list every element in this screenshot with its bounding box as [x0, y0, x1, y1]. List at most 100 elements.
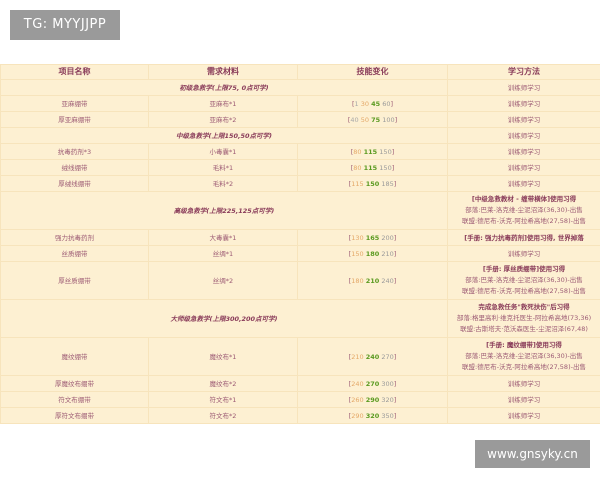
learn-method: 训练师学习: [447, 245, 600, 262]
section-row: 高级急救学(上限225,125点可学) [中级急救教材 - 缠带横体]使用习得 部落…: [0, 191, 600, 230]
section-row: 中级急救学(上限150,50点可学) 训练师学习: [0, 127, 600, 144]
watermark-bottom-right: www.gnsyky.cn: [475, 440, 590, 468]
skill-level: 270: [381, 352, 394, 361]
table-row: 厚亚麻绷带 亚麻布*2 [40 50 75 100] 训练师学习: [0, 111, 600, 128]
item-material: 符文布*2: [148, 407, 298, 424]
item-name: 绒线绷带: [0, 159, 149, 176]
skill-range: [150 180 210]: [297, 245, 448, 262]
skill-range: [260 290 320]: [297, 391, 448, 408]
item-material: 丝绸*1: [148, 245, 298, 262]
item-material: 魔纹布*1: [148, 337, 298, 376]
skill-level: 350: [381, 411, 394, 420]
table-row: 亚麻绷带 亚麻布*1 [1 30 45 60] 训练师学习: [0, 95, 600, 112]
learn-method: 训练师学习: [447, 127, 600, 144]
item-material: 亚麻布*1: [148, 95, 298, 112]
table-row: 符文布绷带 符文布*1 [260 290 320] 训练师学习: [0, 391, 600, 408]
learn-method: 训练师学习: [447, 95, 600, 112]
skill-level: 115: [363, 147, 378, 156]
learn-method-line: 部落:巴莱-洛克维-尘泥沼泽(36,30)-出售: [465, 276, 583, 284]
skill-level: 290: [365, 395, 380, 404]
table-row: 厚魔纹布绷带 魔纹布*2 [240 270 300] 训练师学习: [0, 375, 600, 392]
learn-method: 训练师学习: [447, 111, 600, 128]
watermark-top-left: TG: MYYJJPP: [10, 10, 120, 40]
skill-level: 150: [379, 147, 392, 156]
learn-method-line: 训练师学习: [507, 395, 541, 404]
skill-range: [80 115 150]: [297, 159, 448, 176]
table-row: 厚绒线绷带 毛料*2 [115 150 185] 训练师学习: [0, 175, 600, 192]
learn-method: [手册: 强力抗毒药剂]使用习得, 世界掉落: [447, 229, 600, 246]
header-name: 项目名称: [0, 64, 149, 80]
learn-method: 训练师学习: [447, 391, 600, 408]
skill-range: [180 210 240]: [297, 261, 448, 300]
learn-method-line: 联盟:德尼布-沃克-阿拉希高地(27,58)-出售: [462, 287, 586, 295]
learn-method-line: 训练师学习: [507, 131, 541, 140]
item-material: 小毒囊*1: [148, 143, 298, 160]
item-material: 毛料*1: [148, 159, 298, 176]
skill-level: 165: [365, 233, 380, 242]
learn-method-line: [手册: 魔纹绷带]使用习得: [486, 341, 562, 349]
skill-level: 185: [381, 179, 394, 188]
learn-method-line: 联盟:德尼布-沃克-阿拉希高地(27,58)-出售: [462, 363, 586, 371]
learn-method-line: 训练师学习: [507, 411, 541, 420]
skill-level: 240: [365, 352, 380, 361]
learn-method-line: 部落:巴莱-洛克维-尘泥沼泽(36,30)-出售: [465, 352, 583, 360]
skill-level: 40: [350, 115, 359, 124]
skill-level: 180: [351, 276, 364, 285]
learn-method: [手册: 魔纹绷带]使用习得部落:巴莱-洛克维-尘泥沼泽(36,30)-出售 联盟…: [447, 337, 600, 376]
item-name: 亚麻绷带: [0, 95, 149, 112]
learn-method: 训练师学习: [447, 143, 600, 160]
skill-level: 150: [379, 163, 392, 172]
learn-method-line: [手册: 厚丝质绷带]使用习得: [482, 265, 566, 273]
table-row: 丝质绷带 丝绸*1 [150 180 210] 训练师学习: [0, 245, 600, 262]
section-title: 中级急救学(上限150,50点可学): [0, 127, 448, 144]
learn-method: [手册: 厚丝质绷带]使用习得部落:巴莱-洛克维-尘泥沼泽(36,30)-出售联…: [447, 261, 600, 300]
section-title: 大师级急救学(上限300,200点可学): [0, 299, 448, 338]
table-row: 厚丝质绷带 丝绸*2 [180 210 240] [手册: 厚丝质绷带]使用习得 部落:…: [0, 261, 600, 300]
skill-level: 210: [381, 249, 394, 258]
skill-range: [40 50 75 100]: [297, 111, 448, 128]
skill-level: 210: [365, 276, 380, 285]
header-method: 学习方法: [447, 64, 600, 80]
skill-level: 270: [365, 379, 380, 388]
learn-method-line: 训练师学习: [507, 163, 541, 172]
item-name: 魔纹绷带: [0, 337, 149, 376]
skill-range: [80 115 150]: [297, 143, 448, 160]
table-row: 绒线绷带 毛料*1 [80 115 150] 训练师学习: [0, 159, 600, 176]
section-title: 高级急救学(上限225,125点可学): [0, 191, 448, 230]
item-material: 丝绸*2: [148, 261, 298, 300]
item-name: 强力抗毒药剂: [0, 229, 149, 246]
skill-level: 240: [351, 379, 364, 388]
learn-method: 训练师学习: [447, 375, 600, 392]
learn-method: [中级急救教材 - 缠带横体]使用习得 部落:巴莱-洛克维-尘泥沼泽(36,30)…: [447, 191, 600, 230]
learn-method-line: 训练师学习: [507, 115, 541, 124]
skill-level: 150: [365, 179, 380, 188]
skill-level: 210: [351, 352, 364, 361]
item-name: 厚符文布绷带: [0, 407, 149, 424]
table-row: 强力抗毒药剂 大毒囊*1 [130 165 200] [手册: 强力抗毒药剂]使用习得…: [0, 229, 600, 246]
learn-method-line: 部落:格里高利·维克托医生-阿拉希高地(73,36): [456, 314, 592, 322]
table-row: 抗毒药剂*3 小毒囊*1 [80 115 150] 训练师学习: [0, 143, 600, 160]
item-name: 抗毒药剂*3: [0, 143, 149, 160]
skill-level: 130: [351, 233, 364, 242]
item-material: 亚麻布*2: [148, 111, 298, 128]
learn-method-line: 训练师学习: [507, 379, 541, 388]
section-row: 初级急救学(上限75, 0点可学) 训练师学习: [0, 79, 600, 96]
learn-method-line: 训练师学习: [507, 249, 541, 258]
item-name: 厚亚麻绷带: [0, 111, 149, 128]
learn-method: 训练师学习: [447, 79, 600, 96]
skill-level: 80: [353, 163, 362, 172]
skill-range: [210 240 270]: [297, 337, 448, 376]
skill-level: 115: [351, 179, 364, 188]
skill-level: 80: [353, 147, 362, 156]
header-skill: 技能变化: [297, 64, 448, 80]
learn-method-line: 训练师学习: [507, 179, 541, 188]
skill-level: 260: [351, 395, 364, 404]
skill-level: 100: [382, 115, 395, 124]
skill-range: [240 270 300]: [297, 375, 448, 392]
skill-level: 200: [381, 233, 394, 242]
skill-range: [115 150 185]: [297, 175, 448, 192]
item-material: 符文布*1: [148, 391, 298, 408]
item-material: 大毒囊*1: [148, 229, 298, 246]
learn-method-line: 联盟:古斯塔夫·范沃森医生-尘泥沼泽(67,48): [460, 325, 588, 333]
table-header-row: 项目名称 需求材料 技能变化 学习方法: [0, 64, 600, 80]
